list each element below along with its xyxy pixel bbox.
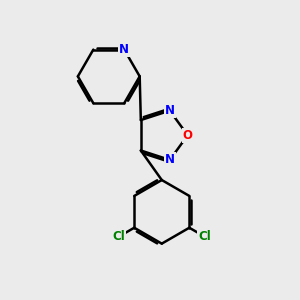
Text: Cl: Cl — [112, 230, 125, 243]
Text: N: N — [165, 153, 175, 167]
Text: O: O — [183, 129, 193, 142]
Text: N: N — [119, 43, 129, 56]
Text: Cl: Cl — [198, 230, 211, 243]
Text: N: N — [165, 104, 175, 117]
